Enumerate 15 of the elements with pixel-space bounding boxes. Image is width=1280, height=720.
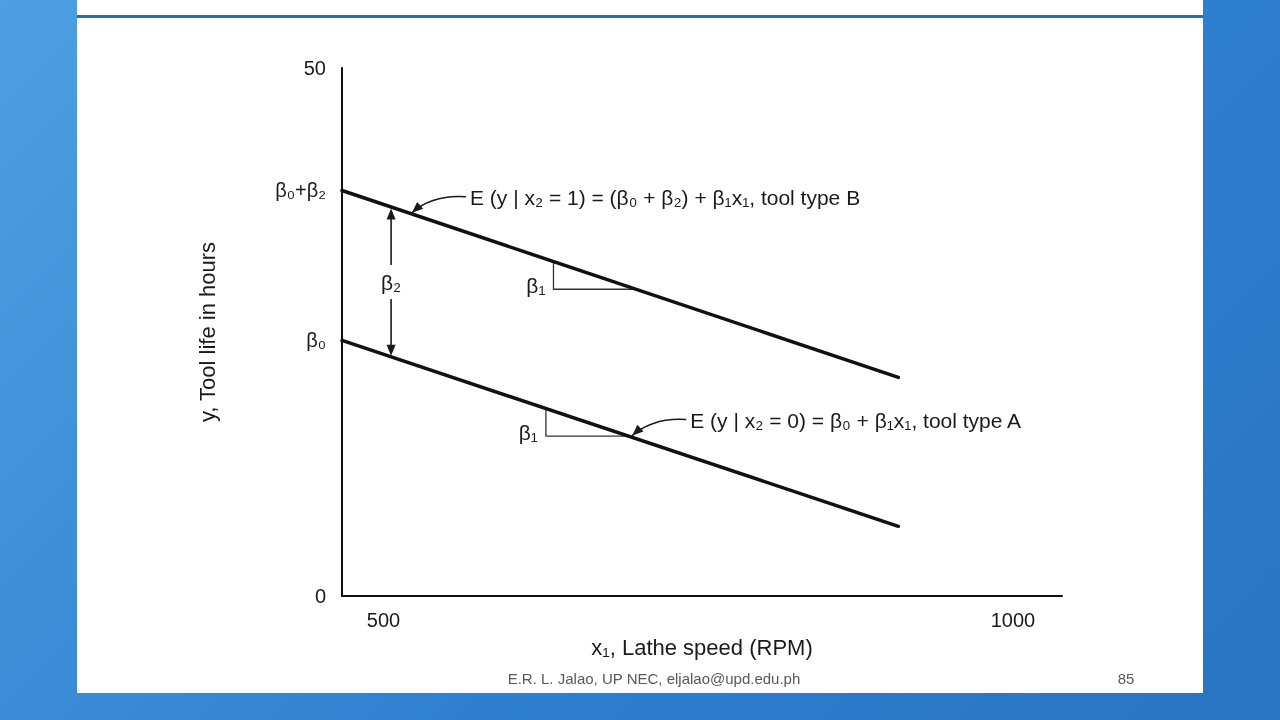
annotation: β₁ (526, 273, 546, 297)
y-tick-label: β₀ (306, 329, 326, 352)
x-tick-label: 500 (366, 609, 401, 631)
annotation: β₂ (380, 270, 402, 294)
annotation: E (y | x₂ = 1) = (β₀ + β₂) + β₁x₁, tool type B (469, 186, 861, 210)
annotation: E (y | x₂ = 0) = β₀ + β₁x₁, tool type A (690, 409, 1022, 433)
x-axis-title: x₁, Lathe speed (RPM) (591, 634, 813, 660)
text: E.R. L. Jalao, UP NEC, eljalao@upd.edu.ph (507, 669, 801, 687)
y-tick-label: 50 (303, 57, 326, 79)
y-axis-title: y, Tool life in hours (194, 241, 220, 423)
x-tick-label: 1000 (990, 609, 1036, 631)
text: 85 (1117, 669, 1135, 687)
y-tick-label: 0 (314, 585, 326, 607)
y-tick-label: β₀+β₂ (275, 179, 326, 202)
annotation: β₁ (518, 420, 538, 444)
